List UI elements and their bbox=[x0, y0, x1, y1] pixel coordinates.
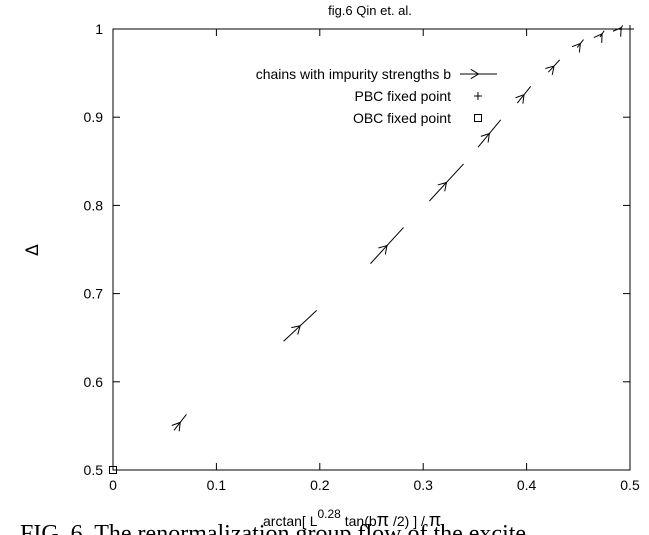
flow-segment bbox=[515, 86, 532, 104]
y-tick-label: 0.7 bbox=[84, 286, 104, 302]
x-axis-label: arctan[ L0.28 tan(bπ /2) ] / π bbox=[263, 507, 441, 530]
x-label-pi: π bbox=[377, 510, 389, 530]
legend-plus-mark bbox=[474, 92, 482, 100]
legend-square-mark bbox=[474, 114, 482, 122]
x-tick-labels: 0 0.1 0.2 0.3 0.4 0.5 bbox=[109, 477, 640, 493]
plot-frame bbox=[112, 28, 631, 471]
figure-caption: FIG. 6. The renormalization group flow o… bbox=[20, 517, 649, 535]
x-tick-label: 0.1 bbox=[207, 477, 227, 493]
flow-arrowhead bbox=[612, 26, 622, 37]
flow-segment bbox=[477, 119, 502, 148]
x-label-exponent: 0.28 bbox=[317, 507, 341, 521]
flow-segment bbox=[612, 25, 624, 37]
flow-arrowhead bbox=[571, 42, 581, 53]
y-tick-label: 0.8 bbox=[84, 197, 104, 213]
y-tick-label: 0.9 bbox=[84, 109, 104, 125]
y-tick-label: 0.5 bbox=[84, 462, 104, 478]
y-tick-labels: 0.5 0.6 0.7 0.8 0.9 1 bbox=[84, 21, 104, 478]
legend-symbol-plus bbox=[474, 92, 482, 100]
series-layer bbox=[109, 25, 634, 474]
legend-arrowhead bbox=[470, 68, 480, 80]
legend-symbol-arrow bbox=[460, 68, 497, 80]
obc-fixed-point bbox=[109, 466, 117, 474]
y-axis-label: Δ bbox=[23, 244, 43, 256]
flow-arrowhead bbox=[437, 181, 448, 192]
flow-arrowhead bbox=[545, 65, 555, 75]
legend-label-chains: chains with impurity strengths b bbox=[256, 66, 452, 82]
flow-segment bbox=[545, 59, 561, 75]
x-label-part-1: arctan[ L bbox=[263, 513, 318, 529]
flow-segment bbox=[593, 30, 605, 43]
chart-title: fig.6 Qin et. al. bbox=[328, 3, 412, 18]
flow-segment bbox=[171, 414, 187, 432]
x-tick-label: 0.4 bbox=[517, 477, 537, 493]
pbc-fixed-point bbox=[626, 25, 634, 33]
flow-segment bbox=[429, 163, 464, 202]
x-label-part-2: tan(b bbox=[341, 513, 377, 529]
x-label-part-3: /2) ] / bbox=[389, 513, 429, 529]
legend-symbol-square bbox=[474, 114, 482, 122]
flow-arrowhead bbox=[171, 421, 181, 432]
flow-arrowhead bbox=[593, 33, 603, 43]
x-tick-label: 0.5 bbox=[620, 477, 640, 493]
x-tick-label: 0 bbox=[109, 477, 117, 493]
flow-arrowhead bbox=[291, 325, 301, 335]
flow-segment bbox=[571, 39, 584, 53]
legend-label-pbc: PBC fixed point bbox=[355, 88, 452, 104]
x-tick-label: 0.3 bbox=[413, 477, 433, 493]
flow-segment bbox=[283, 309, 318, 342]
flow-arrowhead bbox=[378, 244, 388, 255]
y-tick-label: 0.6 bbox=[84, 374, 104, 390]
x-label-pi-2: π bbox=[429, 510, 441, 530]
flow-segment bbox=[370, 227, 404, 264]
flow-arrowhead bbox=[480, 132, 490, 143]
y-tick-label: 1 bbox=[95, 21, 103, 37]
caption-text: FIG. 6. The renormalization group flow o… bbox=[20, 521, 527, 535]
legend-label-obc: OBC fixed point bbox=[353, 110, 451, 126]
legend: chains with impurity strengths b PBC fix… bbox=[256, 66, 497, 126]
flow-arrowhead bbox=[515, 93, 525, 104]
x-tick-label: 0.2 bbox=[310, 477, 330, 493]
